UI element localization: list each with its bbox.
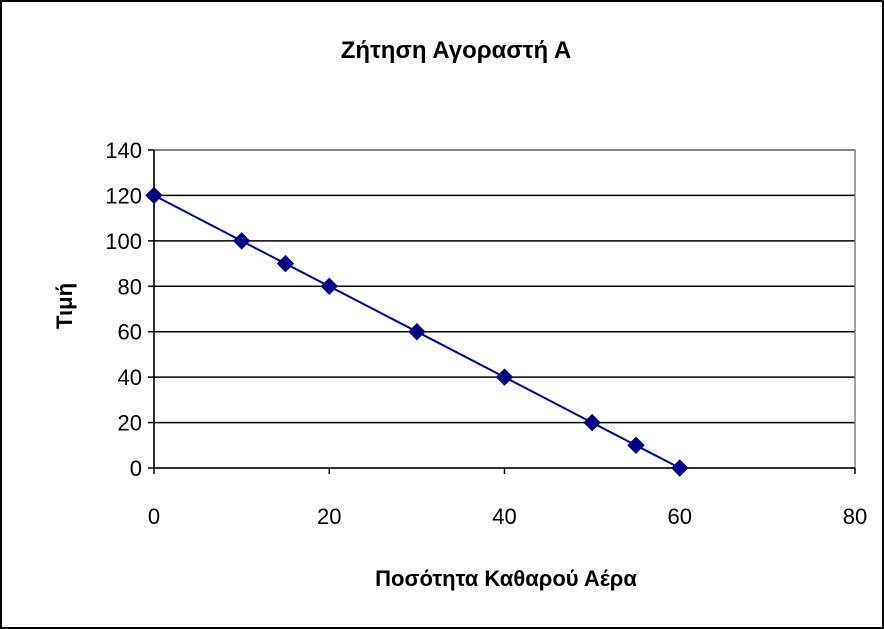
data-point [276, 254, 295, 273]
x-tick-label-40: 40 [492, 504, 516, 529]
series-layer [145, 186, 689, 477]
data-point [495, 368, 514, 386]
x-tick-label-0: 0 [148, 504, 160, 529]
chart-title: Ζήτηση Αγοραστή Α [341, 37, 572, 64]
y-axis-label: Τιμή [52, 283, 77, 329]
data-point [583, 413, 601, 432]
x-tick-label-60: 60 [668, 504, 692, 529]
y-tick-label-0: 0 [130, 456, 142, 481]
y-tick-label-100: 100 [105, 229, 142, 254]
y-tick-label-60: 60 [118, 320, 142, 345]
y-tick-label-20: 20 [118, 411, 142, 436]
data-point [145, 186, 163, 205]
x-tick-label-20: 20 [317, 504, 341, 529]
data-point [408, 323, 426, 341]
y-tick-label-40: 40 [118, 365, 142, 390]
y-tick-label-140: 140 [105, 138, 142, 163]
data-point [627, 436, 645, 454]
y-tick-label-80: 80 [118, 274, 142, 299]
y-tick-label-120: 120 [105, 183, 142, 208]
x-axis-label: Ποσότητα Καθαρού Αέρα [375, 566, 637, 591]
data-point [671, 459, 689, 477]
tick-labels: 0 20 40 60 80 100 120 140 0 20 40 60 80 [105, 138, 867, 529]
data-point [232, 232, 251, 250]
x-tick-label-80: 80 [843, 504, 867, 529]
data-point [320, 277, 338, 295]
